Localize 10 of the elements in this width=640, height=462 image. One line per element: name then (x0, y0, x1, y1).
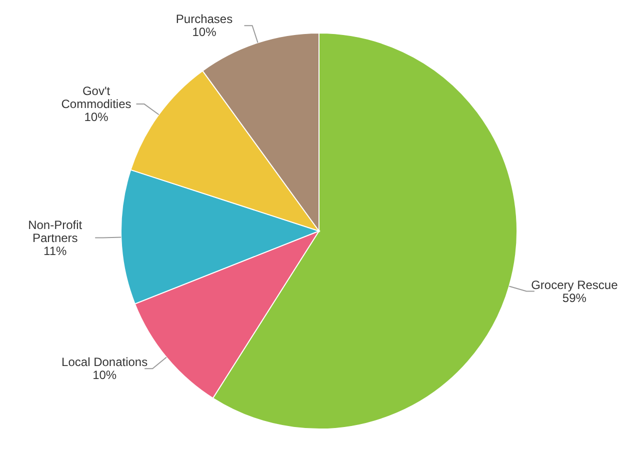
data-label: 59% (562, 290, 587, 305)
slice-label: Non-Profit Partners (28, 218, 83, 245)
data-label: 11% (44, 244, 67, 258)
slice-label: Purchases (176, 12, 233, 26)
slice-label: Gov't Commodities (61, 84, 132, 112)
data-label: 10% (92, 368, 117, 382)
data-label: 10% (84, 110, 109, 124)
slice-label: Local Donations (62, 355, 148, 370)
data-label: 10% (192, 25, 217, 40)
slice-label: Grocery Rescue (531, 278, 618, 292)
